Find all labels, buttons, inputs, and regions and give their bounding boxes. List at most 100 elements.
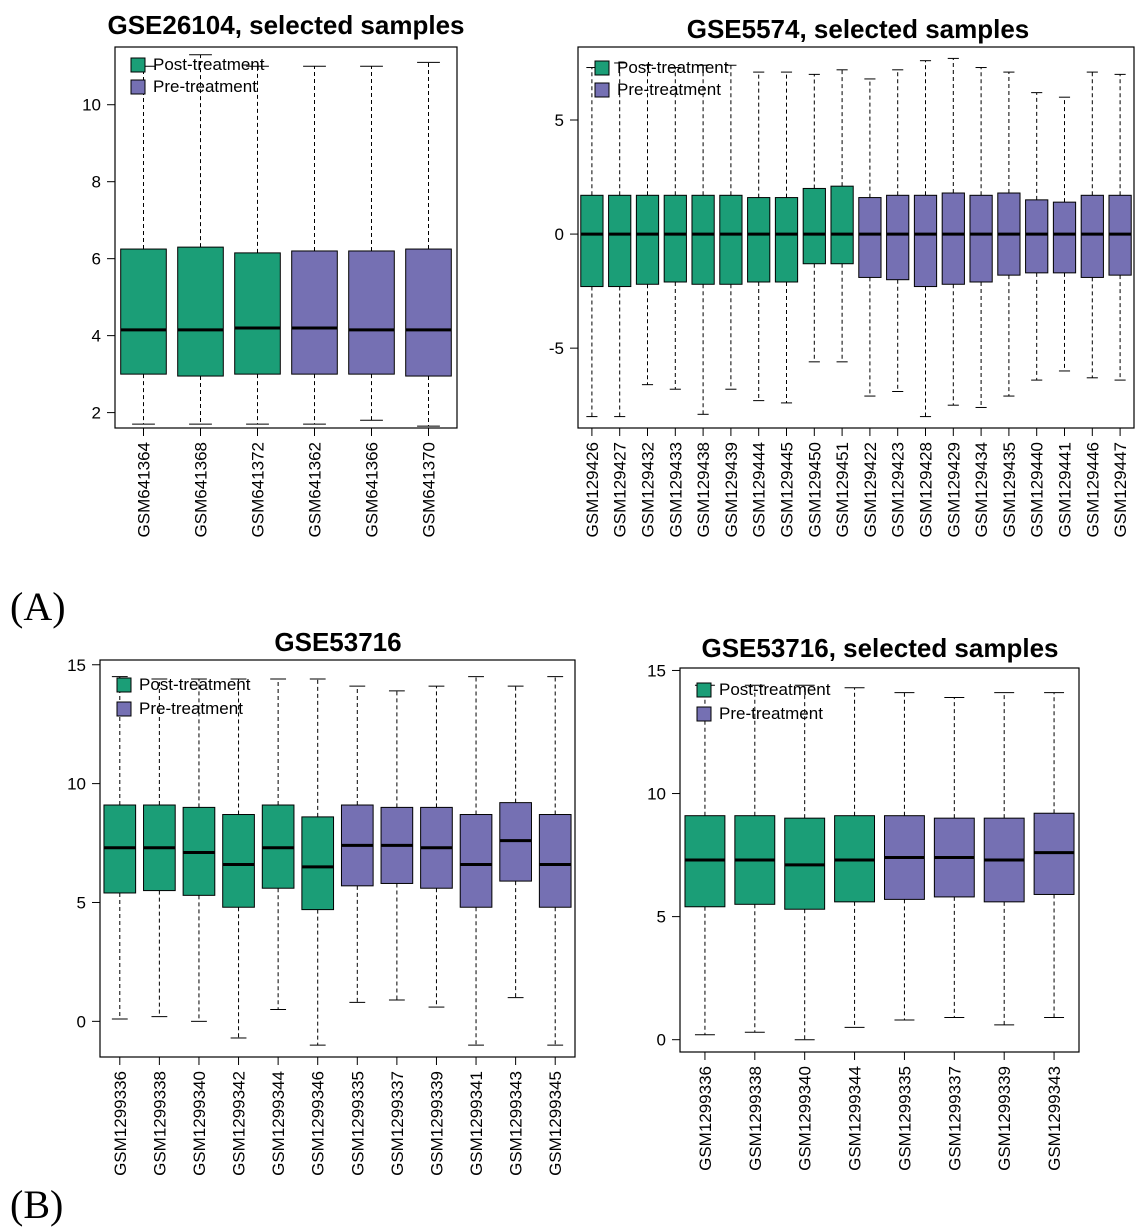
- y-tick-label: -5: [549, 339, 564, 358]
- iqr-box: [301, 816, 335, 911]
- x-tick-label: GSM1299339: [427, 1071, 446, 1176]
- box-GSM129435: GSM129435: [997, 71, 1021, 537]
- y-tick-label: 15: [67, 656, 86, 675]
- panel-label-b: (B): [10, 1182, 63, 1227]
- legend-swatch-post: [696, 682, 712, 698]
- box-GSM129441: GSM129441: [1052, 96, 1077, 537]
- iqr-box: [719, 194, 743, 285]
- legend-label-pre: Pre-treatment: [719, 704, 823, 723]
- x-tick-label: GSM129423: [889, 442, 908, 537]
- y-tick-label: 5: [657, 908, 666, 927]
- iqr-box: [177, 246, 224, 377]
- box-GSM129433: GSM129433: [663, 67, 687, 537]
- legend-swatch-post: [130, 57, 146, 73]
- x-tick-label: GSM641364: [135, 442, 154, 537]
- box-GSM129438: GSM129438: [691, 64, 715, 537]
- iqr-box: [886, 194, 910, 281]
- plot-frame: [679, 667, 1080, 1053]
- box-GSM1299340: GSM1299340: [182, 678, 216, 1176]
- x-tick-label: GSM1299342: [230, 1071, 249, 1176]
- legend: Post-treatment Pre-treatment: [116, 675, 251, 718]
- x-tick-label: GSM641372: [249, 442, 268, 537]
- plot-frame: [114, 46, 458, 429]
- box-GSM129434: GSM129434: [969, 67, 993, 537]
- x-tick-label: GSM129444: [750, 442, 769, 537]
- x-tick-label: GSM1299343: [1045, 1066, 1064, 1171]
- x-tick-label: GSM1299338: [746, 1066, 765, 1171]
- chart-title: GSE53716, selected samples: [701, 633, 1058, 663]
- box-GSM129426: GSM129426: [580, 67, 604, 537]
- x-tick-label: GSM1299337: [945, 1066, 964, 1171]
- iqr-box: [691, 194, 715, 285]
- y-tick-label: 8: [92, 173, 101, 192]
- legend-label-post: Post-treatment: [719, 680, 831, 699]
- box-GSM129447: GSM129447: [1108, 73, 1132, 537]
- y-tick-label: 5: [77, 893, 86, 912]
- box-GSM1299345: GSM1299345: [538, 676, 572, 1176]
- iqr-box: [459, 814, 493, 908]
- y-axis: 0 5 10 15: [67, 656, 100, 1031]
- box-GSM641366: GSM641366: [348, 65, 395, 537]
- legend-label-post: Post-treatment: [617, 58, 729, 77]
- box-GSM1299341: GSM1299341: [459, 676, 493, 1176]
- box-GSM641368: GSM641368: [177, 54, 224, 537]
- x-tick-label: GSM129433: [666, 442, 685, 537]
- y-axis: -5 0 5: [549, 111, 578, 358]
- iqr-box: [580, 194, 604, 288]
- legend: Post-treatment Pre-treatment: [130, 55, 265, 96]
- y-tick-label: 2: [92, 404, 101, 423]
- box-GSM1299338: GSM1299338: [734, 684, 776, 1171]
- chart-2: GSE5574, selected samples -5 0 5 GSM129426 GS…: [549, 14, 1135, 537]
- x-tick-label: GSM1299341: [467, 1071, 486, 1176]
- x-tick-label: GSM1299346: [309, 1071, 328, 1176]
- x-tick-label: GSM129441: [1056, 442, 1075, 537]
- iqr-box: [830, 185, 854, 265]
- legend-swatch-pre: [130, 79, 146, 95]
- x-tick-label: GSM641366: [363, 442, 382, 537]
- x-tick-label: GSM1299339: [995, 1066, 1014, 1171]
- box-GSM129445: GSM129445: [774, 71, 799, 537]
- x-tick-label: GSM129427: [611, 442, 630, 537]
- x-tick-label: GSM129426: [583, 442, 602, 537]
- box-GSM129422: GSM129422: [858, 78, 882, 537]
- iqr-box: [1052, 201, 1077, 274]
- x-tick-label: GSM129422: [861, 442, 880, 537]
- box-GSM1299337: GSM1299337: [380, 690, 414, 1176]
- box-GSM641372: GSM641372: [234, 65, 281, 537]
- legend-label-pre: Pre-treatment: [139, 699, 243, 718]
- iqr-box: [538, 814, 572, 908]
- box-GSM641362: GSM641362: [291, 65, 338, 537]
- chart-title: GSE5574, selected samples: [687, 14, 1030, 44]
- box-GSM1299339: GSM1299339: [420, 685, 453, 1176]
- box-GSM1299337: GSM1299337: [933, 697, 975, 1171]
- x-tick-label: GSM129447: [1111, 442, 1130, 537]
- x-tick-label: GSM129428: [917, 442, 936, 537]
- box-GSM641364: GSM641364: [120, 65, 167, 537]
- iqr-box: [969, 194, 993, 283]
- iqr-box: [120, 248, 167, 375]
- iqr-box: [663, 194, 687, 283]
- iqr-box: [405, 248, 452, 377]
- box-GSM1299344: GSM1299344: [834, 687, 876, 1171]
- legend-swatch-pre: [116, 701, 132, 717]
- box-GSM1299335: GSM1299335: [883, 692, 925, 1171]
- box-GSM1299342: GSM1299342: [222, 678, 255, 1176]
- x-tick-label: GSM641368: [192, 442, 211, 537]
- box-GSM1299339: GSM1299339: [983, 692, 1025, 1171]
- x-tick-label: GSM1299336: [696, 1066, 715, 1171]
- box-GSM129429: GSM129429: [941, 57, 965, 537]
- box-GSM1299335: GSM1299335: [340, 685, 374, 1176]
- x-tick-label: GSM129451: [833, 442, 852, 537]
- chart-1: GSE26104, selected samples 2 4 6 8 10 GSM64136…: [82, 10, 464, 537]
- x-tick-label: GSM1299344: [269, 1071, 288, 1176]
- x-tick-label: GSM129445: [778, 442, 797, 537]
- x-tick-label: GSM1299340: [796, 1066, 815, 1171]
- box-GSM1299336: GSM1299336: [103, 676, 137, 1176]
- x-tick-label: GSM1299335: [348, 1071, 367, 1176]
- x-tick-label: GSM1299343: [507, 1071, 526, 1176]
- y-tick-label: 15: [647, 661, 666, 680]
- box-GSM129440: GSM129440: [1025, 92, 1049, 537]
- x-tick-label: GSM1299338: [150, 1071, 169, 1176]
- chart-title: GSE26104, selected samples: [107, 10, 464, 40]
